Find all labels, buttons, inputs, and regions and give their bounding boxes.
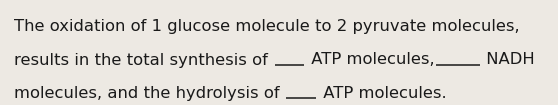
Text: ATP molecules.: ATP molecules. <box>318 86 446 101</box>
Text: molecules, and the hydrolysis of: molecules, and the hydrolysis of <box>14 86 285 101</box>
Text: NADH: NADH <box>481 52 535 68</box>
Text: ____: ____ <box>285 86 318 101</box>
Text: ATP molecules,: ATP molecules, <box>306 52 435 68</box>
Text: _____: _____ <box>435 52 481 68</box>
Text: The oxidation of 1 glucose molecule to 2 pyruvate molecules,: The oxidation of 1 glucose molecule to 2… <box>14 19 519 34</box>
Text: ____: ____ <box>273 52 306 68</box>
Text: results in the total synthesis of: results in the total synthesis of <box>14 52 273 68</box>
